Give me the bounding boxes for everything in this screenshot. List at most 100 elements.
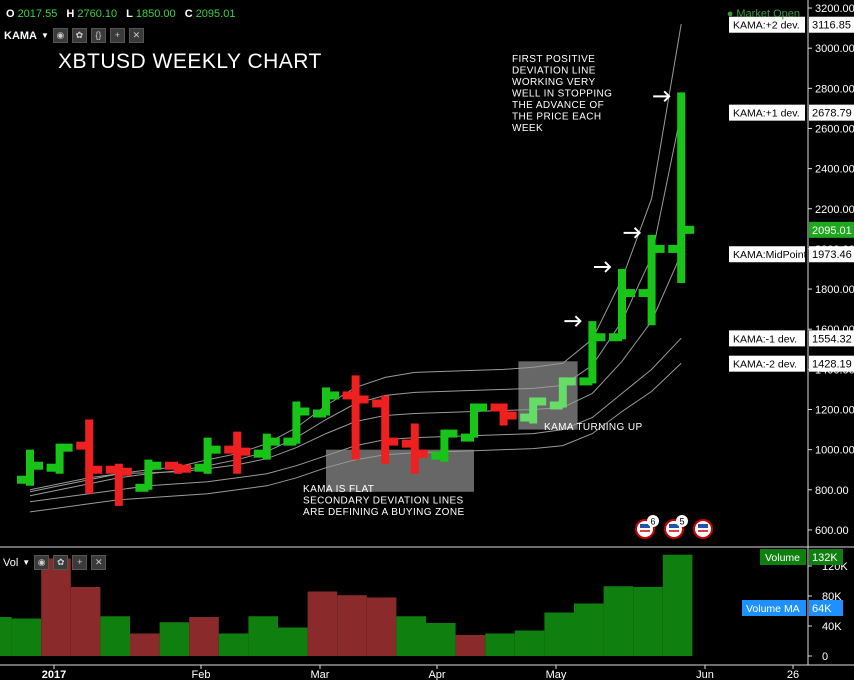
time-tick-label: Feb [192,669,211,680]
volume-bar [574,603,604,656]
annotation-arrow [623,227,642,239]
close-icon[interactable]: ✕ [128,28,144,43]
volume-bar [41,558,71,656]
annotation-deviation-text: WORKING VERY [512,77,596,88]
event-count: 6 [651,517,656,527]
ohlc-bar [253,433,280,460]
chevron-down-icon[interactable]: ▼ [41,31,49,40]
price-tick-label: 600.00 [815,525,849,537]
price-tick-label: 1200.00 [815,405,854,417]
kama-label-box [729,104,805,121]
plus-icon[interactable]: + [72,555,88,570]
ohlc-bar [609,268,635,342]
flag-icon-canton [640,524,650,528]
kama-value: 1973.46 [812,249,852,261]
annotation-deviation-text: THE ADVANCE OF [512,100,604,111]
ohlc-bar [490,403,517,426]
price-tick-label: 1800.00 [815,284,854,296]
volume-label: Volume [765,552,800,564]
kama-value-box [809,355,854,372]
volume-bar [396,616,426,656]
kama-label-name: KAMA:+2 dev. [733,20,800,32]
kama-label-box [729,16,805,33]
chart-title: XBTUSD WEEKLY CHART [58,50,322,73]
source-code-icon[interactable]: {} [90,28,106,43]
kama-value-box [809,246,854,263]
volume-tick-label: 0 [822,651,828,663]
volume-bar [278,627,308,656]
event-count: 5 [680,517,685,527]
annotation-arrow [653,90,671,103]
market-status-label: Market Open [736,8,800,20]
kama-value-box [809,16,854,33]
ohlc-bar [372,395,399,464]
ohlc-bar [194,437,221,474]
volume-bar [366,597,397,656]
volume-bar [218,633,249,656]
kama-value: 2678.79 [812,108,852,120]
kama-value: 1428.19 [812,359,852,371]
kama-label-box [729,330,805,347]
kama-label-box [729,246,805,263]
kama-label-name: KAMA:MidPoint [733,249,807,261]
volume-bar [189,617,219,656]
ohlc-low-value: 1850.00 [135,8,176,20]
chevron-down-icon[interactable]: ▼ [22,558,31,567]
ohlc-bar [401,423,428,474]
ohlc-bar [431,429,458,462]
event-count-badge [647,515,659,527]
time-tick-label: Mar [311,669,330,680]
annotation-deviation-text: DEVIATION LINE [512,66,596,77]
volume-value-box [809,549,843,565]
gear-icon[interactable]: ✿ [71,28,87,43]
volume-ma-label: Volume MA [746,603,800,615]
annotation-deviation-text: THE PRICE EACH [512,112,602,123]
indicator-row: KAMA ▼ ◉ ✿ {} + ✕ [4,28,144,43]
flag-icon [693,519,713,539]
indicator-selector[interactable]: KAMA [4,29,37,42]
time-tick-label: Jun [696,669,714,680]
plus-icon[interactable]: + [109,28,125,43]
volume-bar [633,587,663,656]
ohlc-header: O 2017.55 H 2760.10 L 1850.00 C 2095.01 [0,8,235,20]
ohlc-bar [461,403,487,442]
kama-value-box [809,104,854,121]
ohlc-high-key: H [66,8,75,20]
price-tick-label: 800.00 [815,485,849,497]
time-tick-label: May [546,669,567,680]
volume-bar [100,616,130,656]
ohlc-open-value: 2017.55 [17,8,58,20]
eye-icon[interactable]: ◉ [34,555,50,570]
ohlc-low-key: L [126,8,133,20]
volume-bar [485,633,515,656]
kama-label-box [729,355,805,372]
gear-icon[interactable]: ✿ [53,555,69,570]
volume-pane-label[interactable]: Vol [3,556,19,569]
ohlc-bar [313,387,339,418]
ohlc-high-value: 2760.10 [77,8,118,20]
price-tick-label: 2200.00 [815,204,854,216]
ohlc-bar [105,463,132,506]
volume-bar [159,622,190,656]
eye-icon[interactable]: ◉ [52,28,68,43]
volume-bar [11,618,42,656]
volume-bar [603,586,634,656]
ohlc-bar [549,377,576,410]
annotation-buying-zone-text: SECONDARY DEVIATION LINES [303,496,464,507]
kama-label-name: KAMA:-1 dev. [733,333,797,345]
kama-value: 3116.85 [812,20,851,32]
last-price-tag [809,221,854,238]
time-tick-label: 2017 [42,669,66,680]
ohlc-bar [165,461,191,474]
kama-value-box [809,330,854,347]
close-icon[interactable]: ✕ [91,555,107,570]
ohlc-bar [283,401,310,446]
last-price-value: 2095.01 [812,225,852,237]
kama-value: 1554.32 [812,333,852,345]
volume-ma-label-box [742,600,806,616]
volume-bar [337,595,367,656]
time-tick-label: Apr [428,669,445,680]
kama-label-name: KAMA:-2 dev. [733,359,797,371]
volume-value: 132K [812,552,838,564]
